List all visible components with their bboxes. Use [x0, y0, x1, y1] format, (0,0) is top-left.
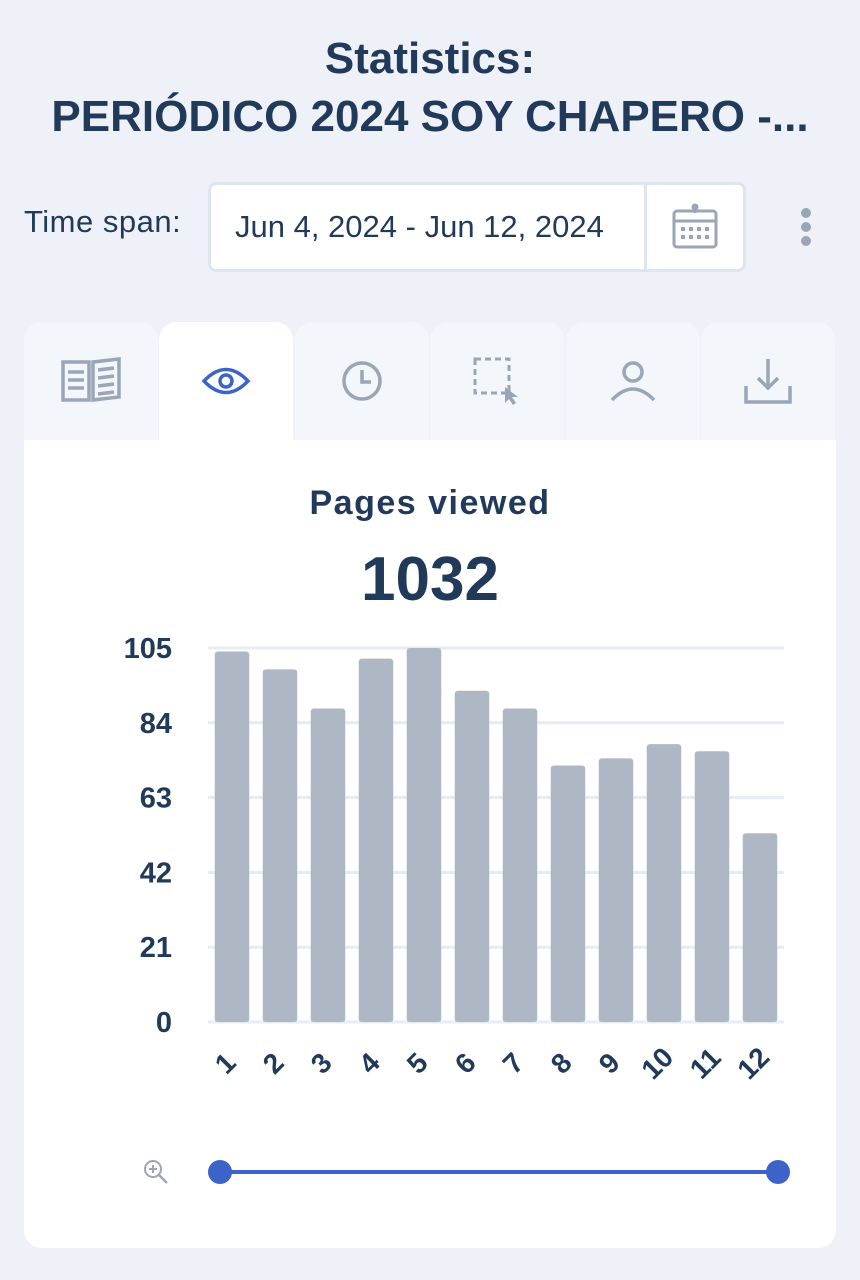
- bar-day-3[interactable]: [310, 708, 346, 1022]
- tab-publication[interactable]: [24, 322, 158, 440]
- total-pages-viewed: 1032: [361, 545, 499, 614]
- range-slider-track[interactable]: [220, 1170, 778, 1174]
- y-tick-label: 63: [140, 783, 172, 815]
- x-tick-label: 7: [497, 1047, 530, 1080]
- download-icon: [744, 359, 792, 404]
- range-slider-start-handle[interactable]: [208, 1160, 232, 1184]
- selection-icon: [473, 357, 518, 405]
- eye-icon: [201, 367, 251, 395]
- bar-day-7[interactable]: [502, 708, 538, 1022]
- kebab-dot-icon: [801, 208, 811, 218]
- x-tick-label: 10: [635, 1041, 679, 1085]
- x-tick-label: 4: [353, 1047, 386, 1080]
- x-tick-label: 11: [684, 1042, 727, 1085]
- title-line-1: Statistics:: [324, 34, 536, 83]
- tab-readers[interactable]: [566, 322, 700, 440]
- bar-day-9[interactable]: [598, 758, 634, 1022]
- calendar-icon: [672, 203, 718, 249]
- bar-day-4[interactable]: [358, 658, 394, 1022]
- calendar-button[interactable]: [644, 182, 746, 272]
- x-tick-label: 8: [545, 1047, 578, 1080]
- y-tick-label: 42: [140, 857, 172, 889]
- page-title: Statistics: PERIÓDICO 2024 SOY CHAPERO -…: [0, 30, 860, 146]
- x-tick-label: 9: [593, 1047, 626, 1080]
- y-tick-label: 84: [140, 708, 172, 740]
- x-tick-label: 12: [731, 1041, 775, 1085]
- date-range-input[interactable]: [208, 182, 644, 272]
- bar-day-5[interactable]: [406, 648, 442, 1022]
- zoom-in-icon: [144, 1160, 168, 1184]
- bar-day-12[interactable]: [742, 833, 778, 1022]
- x-tick-label: 3: [305, 1047, 338, 1080]
- timespan-row: Time span:: [24, 182, 836, 272]
- user-icon: [610, 361, 656, 402]
- chart-title: Pages viewed: [309, 484, 551, 522]
- title-line-2: PERIÓDICO 2024 SOY CHAPERO -...: [51, 92, 809, 141]
- clock-icon: [342, 361, 382, 401]
- bar-day-1[interactable]: [214, 651, 250, 1022]
- tab-reading-time[interactable]: [295, 322, 429, 440]
- x-tick-label: 1: [209, 1047, 242, 1080]
- tab-pages-viewed[interactable]: [159, 322, 293, 440]
- bar-day-2[interactable]: [262, 669, 298, 1022]
- bar-day-11[interactable]: [694, 751, 730, 1022]
- x-tick-label: 6: [449, 1047, 482, 1080]
- more-options-button[interactable]: [792, 202, 820, 252]
- bar-day-8[interactable]: [550, 765, 586, 1022]
- y-tick-label: 21: [140, 932, 172, 964]
- range-slider-end-handle[interactable]: [766, 1160, 790, 1184]
- kebab-dot-icon: [801, 236, 811, 246]
- bar-day-10[interactable]: [646, 744, 682, 1022]
- tab-clicks[interactable]: [430, 322, 564, 440]
- bar-day-6[interactable]: [454, 690, 490, 1022]
- document-icon: [61, 357, 121, 402]
- stats-tabs: [24, 322, 836, 440]
- x-tick-label: 2: [257, 1047, 290, 1080]
- y-tick-label: 105: [124, 633, 172, 665]
- kebab-dot-icon: [801, 222, 811, 232]
- timespan-label: Time span:: [24, 204, 182, 239]
- y-tick-label: 0: [156, 1007, 172, 1039]
- x-tick-label: 5: [401, 1047, 434, 1080]
- tab-downloads[interactable]: [701, 322, 835, 440]
